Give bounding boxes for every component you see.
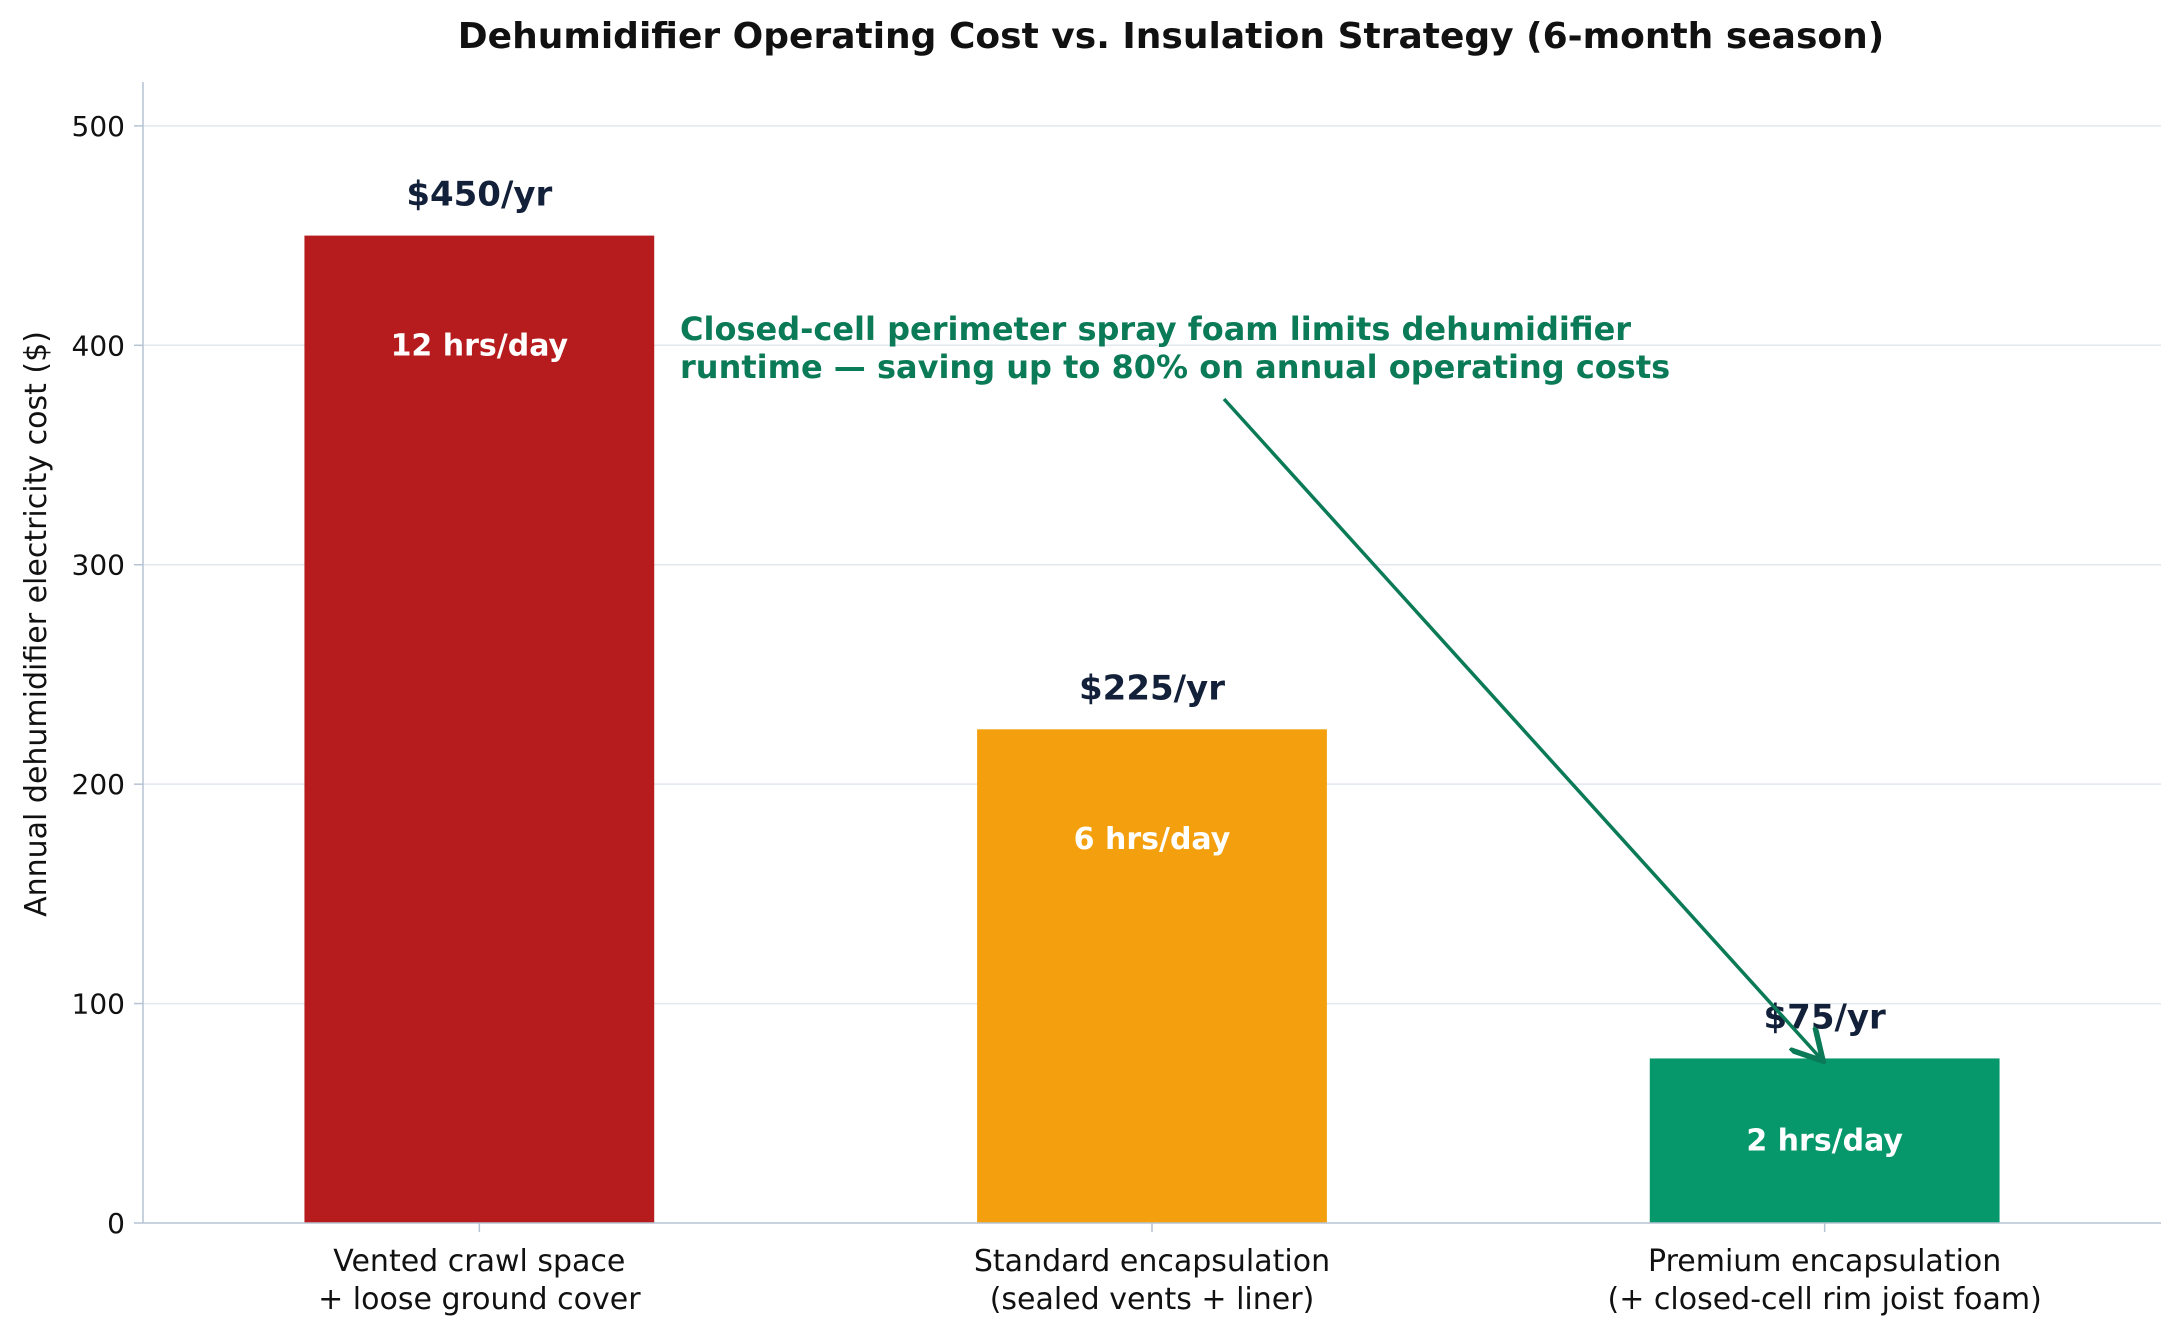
y-axis-label: Annual dehumidifier electricity cost ($)	[19, 331, 54, 917]
y-tick-label-0: 0	[107, 1207, 125, 1240]
axes: 0 100 200 300 400 500 Vented crawl space+ loos…	[72, 82, 2161, 1317]
x-tick-label-1-0: Standard encapsulation	[974, 1244, 1330, 1279]
x-tick-label-0-0: Vented crawl space	[333, 1244, 625, 1279]
value-label-0: $450/yr	[406, 175, 552, 215]
runtime-label-1: 6 hrs/day	[1074, 822, 1231, 857]
y-tick-label-400: 400	[72, 329, 125, 362]
x-tick-label-2-1: (+ closed-cell rim joist foam)	[1608, 1282, 2042, 1317]
annotation-arrow	[1222, 397, 1821, 1058]
x-tick-label-2-0: Premium encapsulation	[1648, 1244, 2001, 1279]
bar-2	[1649, 1058, 2000, 1223]
annotation: Closed-cell perimeter spray foam limits …	[680, 310, 1821, 1058]
chart-title: Dehumidifier Operating Cost vs. Insulati…	[458, 16, 1884, 57]
y-tick-label-200: 200	[72, 768, 125, 801]
y-tick-label-100: 100	[72, 988, 125, 1021]
y-tick-label-300: 300	[72, 549, 125, 582]
annotation-line-1: runtime — saving up to 80% on annual ope…	[680, 348, 1670, 386]
x-tick-label-1-1: (sealed vents + liner)	[990, 1282, 1315, 1317]
x-tick-label-0-1: + loose ground cover	[318, 1282, 641, 1317]
annotation-line-0: Closed-cell perimeter spray foam limits …	[680, 310, 1631, 348]
bar-0	[304, 235, 655, 1223]
value-label-1: $225/yr	[1079, 668, 1225, 708]
runtime-label-0: 12 hrs/day	[391, 328, 569, 363]
bar-1	[977, 729, 1327, 1223]
y-tick-label-500: 500	[72, 110, 125, 143]
runtime-label-2: 2 hrs/day	[1746, 1124, 1903, 1159]
